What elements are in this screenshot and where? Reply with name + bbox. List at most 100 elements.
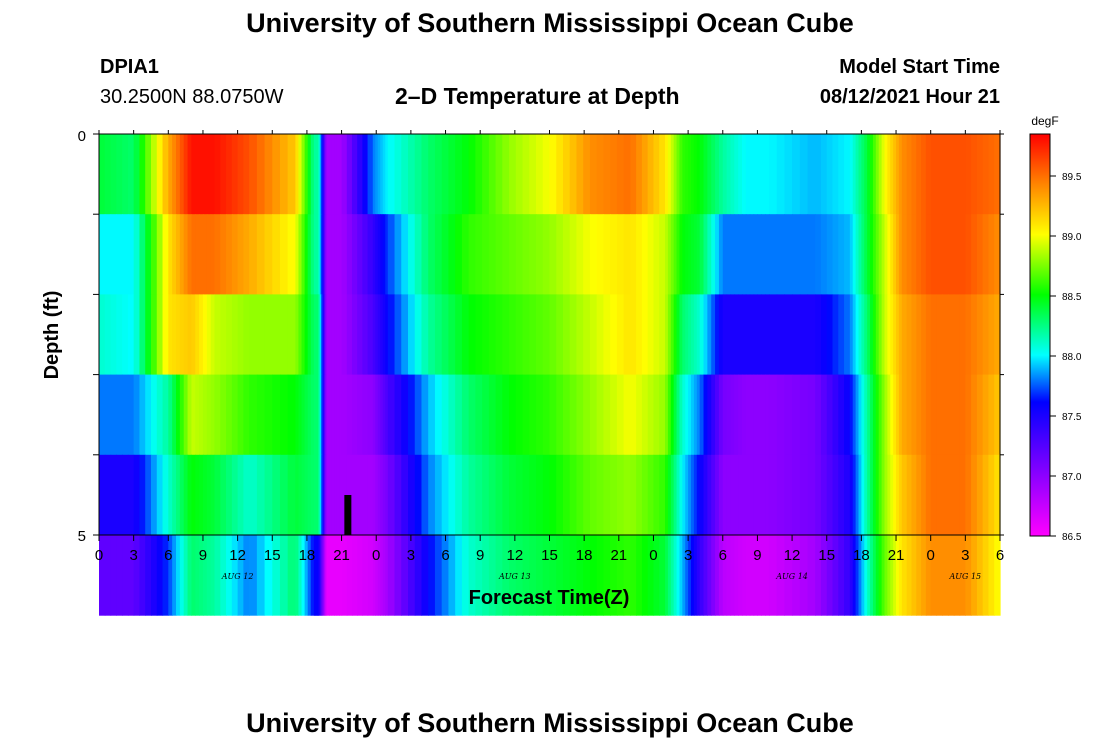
heatmap-cell [110, 214, 117, 295]
heatmap-cell [820, 454, 828, 536]
heatmap-cell [820, 535, 828, 616]
heatmap-cell [887, 535, 891, 616]
heatmap-cell [323, 454, 326, 536]
heatmap-cell [116, 214, 123, 295]
heatmap-cell [367, 374, 374, 456]
heatmap-cell [753, 294, 759, 376]
heatmap-cell [864, 294, 868, 376]
heatmap-cell [849, 214, 854, 295]
heatmap-cell [693, 214, 698, 295]
heatmap-cell [317, 454, 320, 536]
heatmap-cell [150, 214, 158, 295]
heatmap-cell [726, 294, 732, 376]
heatmap-cell [210, 294, 216, 376]
heatmap-cell [133, 294, 141, 376]
heatmap-cell [515, 294, 524, 376]
heatmap-cell [711, 374, 716, 456]
heatmap-cell [948, 374, 955, 456]
heatmap-cell [670, 454, 675, 536]
heatmap-cell [911, 214, 917, 295]
heatmap-cell [206, 134, 212, 215]
x-tick-label: 0 [927, 547, 935, 564]
heatmap-cell [670, 374, 675, 456]
heatmap-cell [753, 454, 759, 536]
heatmap-cell [191, 214, 196, 295]
x-tick-labels: 0 3 6 9 12 15 18 21 0 3 6 9 12 15 18 21 0 3 6 9 12 15 18 21 0 3 6 [95, 547, 1004, 564]
heatmap-cell [667, 134, 672, 215]
heatmap-cell [313, 374, 316, 456]
heatmap-cell [191, 454, 196, 536]
heatmap-cell [556, 294, 564, 376]
heatmap-cell [385, 134, 389, 215]
heatmap-cell [133, 134, 141, 215]
heatmap-cell [653, 294, 660, 376]
heatmap-cell [351, 374, 358, 456]
heatmap-cell [279, 294, 289, 376]
heatmap-cell [576, 454, 584, 536]
heatmap-cell [313, 134, 316, 215]
heatmap-cell [434, 134, 443, 215]
heatmap-cell [295, 374, 300, 456]
heatmap-cell [761, 214, 766, 295]
heatmap-cell [385, 214, 389, 295]
heatmap-cell [351, 535, 358, 616]
heatmap-cell [145, 454, 152, 536]
heatmap-cell [784, 374, 793, 456]
heatmap-cell [195, 454, 200, 536]
heatmap-cell [936, 294, 943, 376]
heatmap-cell [799, 134, 809, 215]
heatmap-cell [707, 374, 712, 456]
heatmap-cell [838, 374, 845, 456]
heatmap-cell [122, 214, 129, 295]
heatmap-cell [890, 214, 894, 295]
heatmap-cell [844, 214, 851, 295]
heatmap-cell [685, 214, 689, 295]
heatmap-cell [906, 214, 913, 295]
heatmap-cell [610, 294, 618, 376]
heatmap-cell [878, 374, 883, 456]
heatmap-cell [596, 374, 605, 456]
heatmap-cell [145, 214, 152, 295]
heatmap-cell [104, 535, 112, 616]
heatmap-cell [468, 294, 476, 376]
heatmap-cell [162, 294, 169, 376]
heatmap-cell [742, 134, 747, 215]
heatmap-cell [749, 214, 755, 295]
heatmap-cell [195, 134, 200, 215]
heatmap-cell [441, 214, 450, 295]
heatmap-cell [316, 374, 319, 456]
heatmap-cell [156, 294, 164, 376]
heatmap-cell [768, 214, 778, 295]
heatmap-cell [168, 134, 173, 215]
heatmap-cell [256, 374, 266, 456]
heatmap-cell [884, 214, 888, 295]
heatmap-cell [982, 294, 990, 376]
heatmap-cell [838, 454, 845, 536]
heatmap-cell [616, 134, 625, 215]
x-tick-label: 15 [264, 547, 281, 564]
heatmap-cell [665, 454, 669, 536]
heatmap-cell [936, 535, 943, 616]
heatmap-cell [139, 535, 146, 616]
heatmap-cell [139, 134, 146, 215]
x-tick-label: 18 [299, 547, 316, 564]
heatmap-cell [976, 535, 984, 616]
heatmap-cell [976, 134, 984, 215]
model-start-label: Model Start Time [839, 56, 1000, 78]
heatmap-cell [726, 214, 732, 295]
heatmap-cell [667, 294, 672, 376]
heatmap-cell [408, 374, 416, 456]
heatmap-cell [864, 454, 868, 536]
heatmap-cell [734, 134, 739, 215]
heatmap-cell [815, 214, 822, 295]
heatmap-cell [930, 294, 938, 376]
heatmap-cell [199, 535, 204, 616]
heatmap-cell [272, 134, 281, 215]
heatmap-cell [385, 374, 389, 456]
heatmap-cell [858, 454, 862, 536]
heatmap-cell [872, 454, 877, 536]
heatmap-cell [898, 294, 903, 376]
heatmap-cell [237, 535, 244, 616]
heatmap-cell [768, 535, 778, 616]
heatmap-cell [576, 294, 584, 376]
